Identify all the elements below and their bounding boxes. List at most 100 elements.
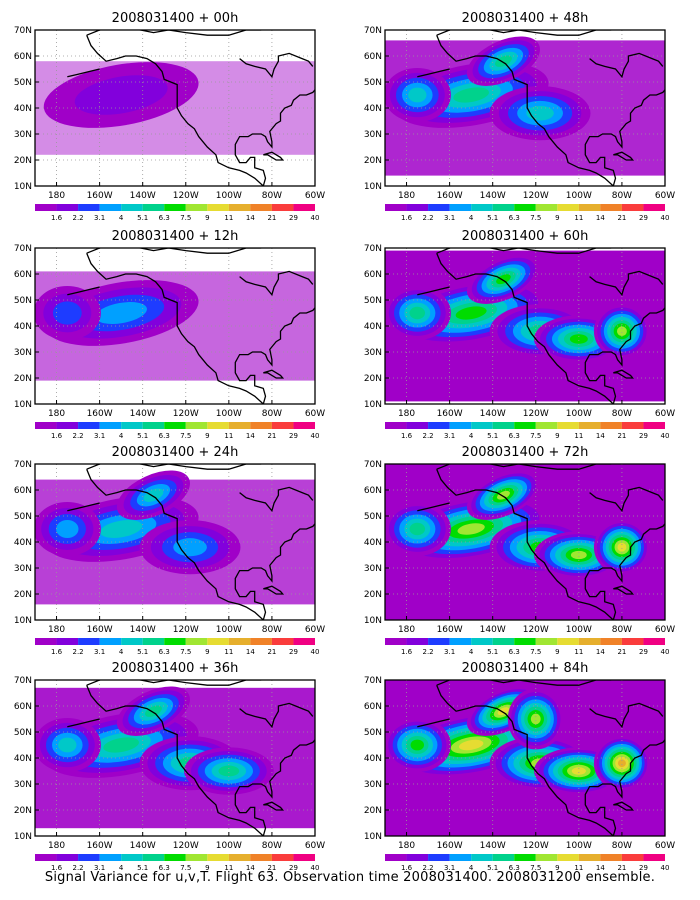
- colorbar-label: 7.5: [530, 864, 541, 872]
- coastline: [589, 52, 664, 79]
- x-tick-label: 100W: [566, 625, 592, 635]
- x-tick-label: 120W: [523, 409, 549, 419]
- colorbar-segment: [121, 204, 143, 211]
- variance-field: [385, 464, 665, 620]
- colorbar-segment: [185, 204, 208, 211]
- colorbar-label: 9: [555, 432, 559, 440]
- panel-title: 2008031400 + 00h: [112, 11, 239, 26]
- colorbar-segment: [271, 204, 294, 211]
- colorbar-label: 6.3: [159, 432, 170, 440]
- variance-blob: [570, 550, 587, 560]
- y-tick-label: 70N: [14, 676, 32, 686]
- colorbar-segment: [406, 638, 429, 645]
- colorbar-segment: [207, 204, 229, 211]
- coastline: [239, 270, 314, 297]
- panel-title: 2008031400 + 60h: [462, 229, 589, 244]
- colorbar-segment: [492, 422, 515, 429]
- colorbar-label: 7.5: [530, 214, 541, 222]
- y-tick-label: 60N: [14, 270, 32, 280]
- colorbar-segment: [164, 854, 186, 861]
- y-tick-label: 40N: [364, 538, 382, 548]
- coastline: [67, 502, 100, 512]
- variance-blob: [569, 334, 588, 344]
- y-tick-label: 30N: [14, 130, 32, 140]
- colorbar-label: 3.1: [94, 648, 105, 656]
- colorbar-segment: [142, 638, 165, 645]
- coastline: [234, 89, 315, 186]
- colorbar-segment: [142, 854, 165, 861]
- colorbar-segment: [207, 638, 229, 645]
- colorbar-segment: [293, 422, 315, 429]
- grid-lines: [385, 680, 665, 836]
- coastlines: [417, 680, 665, 836]
- x-tick-label: 80W: [262, 191, 282, 201]
- colorbar-label: 2.2: [423, 432, 434, 440]
- y-tick-label: 60N: [364, 486, 382, 496]
- coastlines: [417, 464, 665, 620]
- colorbar-segment: [449, 204, 472, 211]
- x-tick-label: 100W: [216, 191, 242, 201]
- variance-blob: [103, 737, 140, 753]
- y-tick-label: 70N: [364, 676, 382, 686]
- grid-lines: [35, 464, 315, 620]
- colorbar-label: 1.6: [51, 432, 63, 440]
- colorbar-segment: [185, 638, 208, 645]
- variance-field: [35, 271, 315, 381]
- colorbar-label: 3.1: [94, 214, 105, 222]
- variance-blob: [409, 306, 426, 320]
- colorbar-segment: [578, 854, 601, 861]
- colorbar-label: 2.2: [73, 214, 84, 222]
- colorbar-label: 3.1: [444, 432, 455, 440]
- coastline: [86, 34, 264, 186]
- x-tick-label: 80W: [262, 841, 282, 851]
- colorbar-label: 6.3: [509, 648, 520, 656]
- colorbar-segment: [514, 422, 536, 429]
- colorbar-segment: [78, 638, 100, 645]
- colorbar-segment: [621, 422, 644, 429]
- x-tick-label: 120W: [173, 625, 199, 635]
- colorbar-label: 11: [224, 214, 233, 222]
- colorbar-label: 1.6: [401, 864, 413, 872]
- y-tick-label: 30N: [364, 130, 382, 140]
- colorbar-label: 3.1: [444, 648, 455, 656]
- colorbar-segment: [78, 422, 100, 429]
- coastline: [417, 718, 450, 728]
- grid-lines: [35, 30, 315, 186]
- variance-blob: [458, 739, 484, 751]
- y-tick-label: 70N: [14, 26, 32, 36]
- colorbar-label: 40: [661, 214, 670, 222]
- colorbar-segment: [406, 422, 429, 429]
- variance-blob: [496, 274, 511, 285]
- colorbar-label: 29: [639, 214, 648, 222]
- y-tick-label: 60N: [14, 702, 32, 712]
- variance-blob: [56, 519, 79, 539]
- colorbar-label: 21: [617, 648, 626, 656]
- coastlines: [417, 30, 665, 186]
- y-tick-label: 50N: [14, 512, 32, 522]
- colorbar-label: 21: [617, 864, 626, 872]
- colorbar-segment: [578, 638, 601, 645]
- colorbar-segment: [492, 854, 515, 861]
- colorbar-label: 14: [596, 648, 605, 656]
- coastline: [263, 801, 285, 811]
- y-tick-label: 40N: [14, 322, 32, 332]
- colorbar-segment: [471, 422, 493, 429]
- panel-title: 2008031400 + 36h: [112, 661, 239, 676]
- coastline: [86, 464, 262, 470]
- colorbar-segment: [428, 854, 450, 861]
- colorbar-segment: [35, 204, 57, 211]
- variance-blob: [95, 302, 147, 324]
- x-tick-label: 60W: [655, 841, 675, 851]
- colorbar-segment: [78, 854, 100, 861]
- colorbar-segment: [621, 854, 644, 861]
- coastline: [589, 702, 664, 729]
- colorbar: 1.6 2.2 3.1 4 5.1 6.3 7.5 9 11 14 21 29 40: [35, 422, 319, 440]
- y-tick-label: 60N: [364, 270, 382, 280]
- colorbar-label: 29: [289, 432, 298, 440]
- variance-blob: [616, 326, 627, 336]
- colorbar-segment: [142, 422, 165, 429]
- figure-caption: Signal Variance for u,v,T. Flight 63. Ob…: [44, 870, 656, 885]
- coastline: [417, 286, 450, 296]
- variance-blob: [218, 765, 240, 777]
- colorbar-label: 11: [574, 864, 583, 872]
